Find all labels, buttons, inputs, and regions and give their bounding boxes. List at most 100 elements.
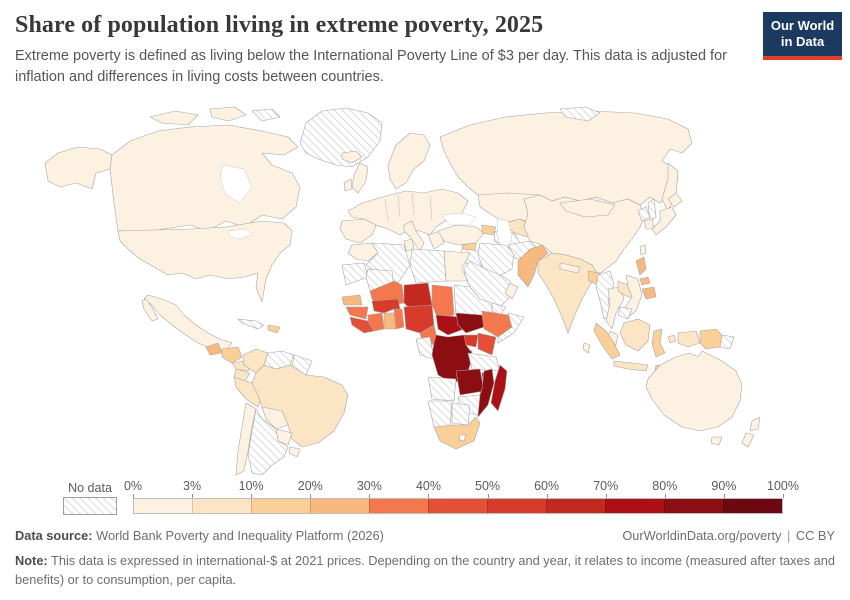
country-sri-lanka[interactable] — [582, 342, 591, 354]
legend-segment-7[interactable] — [487, 499, 546, 513]
country-iran[interactable] — [477, 242, 515, 278]
country-libya[interactable] — [409, 248, 447, 284]
country-ivory-coast[interactable] — [367, 312, 385, 332]
country-philippines-luzon[interactable] — [635, 256, 647, 276]
country-bolivia[interactable] — [261, 406, 289, 430]
country-iberia[interactable] — [339, 218, 377, 244]
country-senegal[interactable] — [341, 294, 363, 306]
country-togo-benin[interactable] — [393, 308, 405, 330]
country-taiwan[interactable] — [639, 244, 647, 256]
country-argentina[interactable] — [247, 408, 289, 475]
country-greece[interactable] — [427, 230, 445, 250]
country-burkina-faso[interactable] — [371, 298, 401, 314]
country-oman[interactable] — [504, 282, 519, 300]
country-madagascar[interactable] — [490, 364, 508, 412]
country-turkey[interactable] — [437, 224, 485, 246]
owid-logo[interactable]: Our World in Data — [763, 12, 842, 60]
country-borneo[interactable] — [619, 318, 651, 352]
country-south-africa[interactable] — [433, 416, 481, 450]
country-brazil[interactable] — [251, 364, 349, 448]
europe-borders — [384, 192, 433, 222]
legend-segment-3[interactable] — [251, 499, 310, 513]
country-nepal[interactable] — [559, 262, 581, 274]
country-uk[interactable] — [351, 162, 369, 194]
legend-segment-10[interactable] — [664, 499, 723, 513]
legend-segment-2[interactable] — [192, 499, 251, 513]
country-western-sahara[interactable] — [341, 262, 369, 286]
country-honduras-nicaragua[interactable] — [221, 346, 243, 364]
hudson-bay — [219, 164, 253, 204]
country-philippines-mindanao[interactable] — [641, 286, 657, 300]
country-cuba[interactable] — [237, 318, 265, 330]
country-hispaniola[interactable] — [267, 324, 281, 334]
country-iceland[interactable] — [341, 150, 363, 164]
source-row: Data source: World Bank Poverty and Ineq… — [15, 528, 835, 543]
country-canada-arctic1[interactable] — [149, 110, 199, 126]
legend-no-data[interactable]: No data — [63, 481, 117, 515]
country-novaya-zemlya[interactable] — [559, 106, 601, 122]
country-mozambique[interactable] — [475, 368, 495, 418]
country-chad[interactable] — [431, 284, 455, 320]
legend-segment-4[interactable] — [310, 499, 369, 513]
country-canada-arctic2[interactable] — [209, 106, 247, 122]
legend-segment-8[interactable] — [546, 499, 605, 513]
country-japan-hokkaido[interactable] — [667, 192, 683, 208]
country-guinea[interactable] — [345, 306, 369, 320]
country-somalia[interactable] — [497, 312, 525, 344]
country-azerbaijan[interactable] — [481, 224, 497, 236]
country-arctic-island[interactable] — [251, 108, 281, 122]
country-south-korea[interactable] — [643, 218, 655, 230]
country-indonesia-java[interactable] — [613, 360, 649, 372]
country-tanzania[interactable] — [467, 352, 501, 372]
country-uruguay[interactable] — [288, 446, 301, 458]
country-angola[interactable] — [427, 376, 457, 402]
country-new-zealand-north[interactable] — [749, 416, 761, 432]
country-italy[interactable] — [403, 220, 425, 252]
country-mongolia[interactable] — [559, 198, 616, 218]
country-namibia[interactable] — [427, 400, 453, 430]
country-botswana[interactable] — [451, 402, 471, 426]
country-mexico[interactable] — [143, 294, 233, 352]
country-greenland[interactable] — [299, 107, 383, 168]
country-russia[interactable] — [439, 110, 693, 206]
legend-segment-11[interactable] — [723, 499, 782, 513]
country-moluccas[interactable] — [667, 334, 677, 344]
country-philippines-visayas[interactable] — [639, 276, 651, 286]
country-south-sudan[interactable] — [455, 312, 485, 334]
country-egypt[interactable] — [443, 250, 471, 282]
country-cambodia[interactable] — [617, 306, 633, 320]
country-new-zealand-south[interactable] — [741, 432, 755, 448]
no-data-label: No data — [68, 481, 112, 495]
country-papua-new-guinea[interactable] — [699, 328, 723, 350]
country-australia[interactable] — [645, 350, 743, 432]
country-japan-honshu[interactable] — [651, 206, 677, 236]
legend-segment-1[interactable] — [134, 499, 192, 513]
country-niger[interactable] — [403, 282, 433, 308]
legend-bar — [133, 498, 783, 514]
country-north-korea[interactable] — [637, 206, 651, 222]
owid-url-link[interactable]: OurWorldinData.org/poverty — [622, 528, 782, 543]
country-usa-alaska[interactable] — [44, 146, 113, 190]
country-scandinavia[interactable] — [387, 132, 431, 190]
country-indonesia-sumatra[interactable] — [593, 322, 621, 360]
legend-segment-5[interactable] — [369, 499, 428, 513]
legend-segment-6[interactable] — [428, 499, 487, 513]
country-canada[interactable] — [109, 124, 301, 232]
country-zambia[interactable] — [455, 368, 485, 396]
country-laos[interactable] — [617, 280, 635, 300]
country-india[interactable] — [537, 252, 599, 334]
country-kenya[interactable] — [477, 332, 497, 356]
country-solomon-islands[interactable] — [719, 334, 735, 350]
legend-segment-9[interactable] — [605, 499, 664, 513]
country-usa[interactable] — [117, 220, 293, 303]
chart-subtitle: Extreme poverty is defined as living bel… — [15, 48, 727, 86]
legend-tick-mark — [251, 494, 253, 498]
legend-tick-label: 40% — [415, 479, 441, 493]
country-mexico-baja[interactable] — [141, 298, 159, 322]
country-sulawesi[interactable] — [651, 328, 666, 358]
country-tasmania[interactable] — [710, 436, 723, 446]
country-west-papua[interactable] — [677, 330, 701, 348]
country-ghana[interactable] — [383, 312, 397, 330]
country-lesotho[interactable] — [458, 434, 467, 442]
country-ireland[interactable] — [343, 178, 353, 192]
